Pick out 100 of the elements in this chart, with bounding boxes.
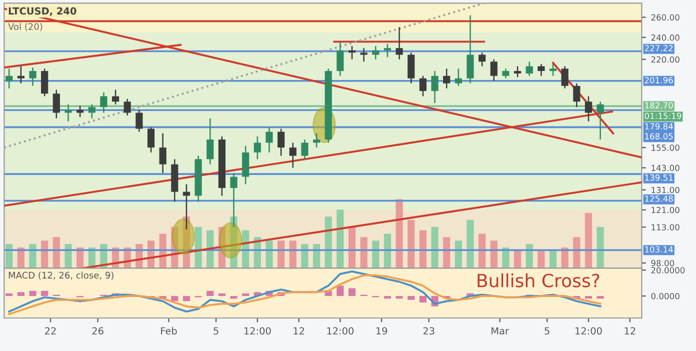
candlestick xyxy=(396,26,403,60)
x-tick-label: Mar xyxy=(492,327,509,335)
candlestick xyxy=(336,41,344,77)
bar xyxy=(419,296,427,302)
bar xyxy=(171,296,178,302)
candlestick xyxy=(561,66,568,90)
bar xyxy=(478,234,486,268)
bar xyxy=(348,226,356,268)
bar xyxy=(408,296,415,300)
bar xyxy=(396,296,403,299)
candlestick xyxy=(6,68,13,90)
candlestick xyxy=(88,104,96,120)
y-tick-label: 113.00 xyxy=(652,224,680,230)
candlestick xyxy=(206,118,214,165)
bar xyxy=(573,237,580,268)
bar xyxy=(29,290,36,296)
chart-title: Vol (20) xyxy=(8,23,42,32)
candlestick xyxy=(573,82,580,108)
candlestick xyxy=(431,70,438,104)
bar xyxy=(396,199,403,268)
candlestick xyxy=(266,126,273,154)
text: 01:15:19 xyxy=(644,112,682,120)
bar xyxy=(41,240,48,268)
bar xyxy=(408,220,415,268)
candlestick xyxy=(41,68,48,97)
candlestick xyxy=(254,136,261,160)
bar xyxy=(431,226,438,268)
y-tick-label: 260.00 xyxy=(651,14,680,21)
candlestick xyxy=(278,128,285,156)
bar xyxy=(372,240,380,268)
bar xyxy=(301,244,308,268)
bar xyxy=(502,247,510,268)
candlestick xyxy=(584,96,592,122)
candlestick xyxy=(408,52,415,84)
chart-title: MACD (12, 26, close, 9) xyxy=(8,272,114,280)
bar xyxy=(384,234,392,268)
bar xyxy=(278,240,285,268)
bar xyxy=(17,292,24,296)
bar xyxy=(360,237,368,268)
candlestick xyxy=(29,66,36,87)
bar xyxy=(266,240,273,268)
candlestick xyxy=(538,63,545,77)
bar xyxy=(584,213,592,268)
candlestick xyxy=(549,63,557,77)
candlestick xyxy=(112,89,120,105)
bar xyxy=(538,250,545,268)
ref-line-label: 125.48 xyxy=(645,196,673,202)
x-tick-label: 5 xyxy=(544,327,550,335)
bar xyxy=(596,296,604,299)
y-tick-label: 121.00 xyxy=(652,206,680,214)
bar xyxy=(336,210,344,268)
candlestick xyxy=(64,104,72,122)
annotation: Bullish Cross? xyxy=(478,273,600,288)
x-tick-label: 22 xyxy=(45,327,56,334)
candlestick xyxy=(526,61,533,77)
bar xyxy=(384,296,392,299)
bar xyxy=(514,250,522,268)
y-tick-label: 240.00 xyxy=(651,34,680,41)
x-tick-label: 12:00 xyxy=(244,327,271,335)
bar xyxy=(348,288,356,296)
candlestick xyxy=(100,92,108,114)
candlestick xyxy=(454,68,462,87)
bar xyxy=(289,240,296,268)
legend-label: 168.05 xyxy=(645,133,673,140)
x-tick-label: 12:00 xyxy=(327,327,354,335)
ref-line-label: 227.22 xyxy=(644,44,673,52)
bar xyxy=(218,293,226,296)
bar xyxy=(52,237,60,268)
ref-line-label: 201.96 xyxy=(644,77,673,84)
x-tick-label: 12 xyxy=(624,327,636,334)
bar xyxy=(230,296,238,299)
y-tick-label: 131.00 xyxy=(652,186,680,194)
y-tick-label: 143.00 xyxy=(652,164,680,172)
bar xyxy=(443,237,450,268)
y-tick-label: 0.0000 xyxy=(651,292,680,300)
bar xyxy=(549,250,557,268)
bar xyxy=(206,290,214,296)
candlestick xyxy=(443,68,450,90)
candlestick xyxy=(124,98,131,116)
bar xyxy=(6,293,13,296)
bar xyxy=(242,293,250,296)
candlestick xyxy=(289,142,296,168)
candlestick xyxy=(147,126,155,154)
y-tick-label: 155.00 xyxy=(652,144,680,151)
x-tick-label: 26 xyxy=(92,327,104,335)
bar xyxy=(41,290,48,296)
candlestick xyxy=(372,45,380,60)
candlestick xyxy=(17,66,24,84)
x-tick-label: 5 xyxy=(214,327,218,335)
x-tick-label: 12:00 xyxy=(576,327,602,335)
ref-line-label: 182.70 xyxy=(645,102,673,109)
x-tick-label: Feb xyxy=(161,327,177,335)
bar xyxy=(324,216,332,268)
y-tick-label: 220.00 xyxy=(651,56,680,63)
x-tick-label: 23 xyxy=(423,327,434,335)
candlestick xyxy=(159,132,166,174)
candlestick xyxy=(52,89,60,120)
y-tick-label: 98.00 xyxy=(651,260,674,266)
chart-title: LTCUSD, 240 xyxy=(8,7,76,16)
candlestick xyxy=(596,100,604,140)
